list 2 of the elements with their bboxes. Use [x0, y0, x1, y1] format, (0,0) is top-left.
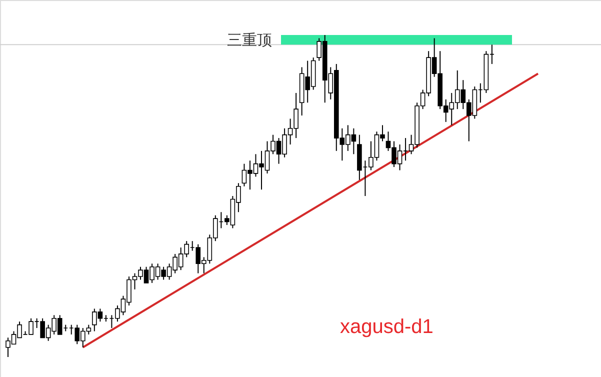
- band-label: 三重顶: [227, 32, 272, 49]
- annotation: xagusd-d1: [340, 316, 434, 338]
